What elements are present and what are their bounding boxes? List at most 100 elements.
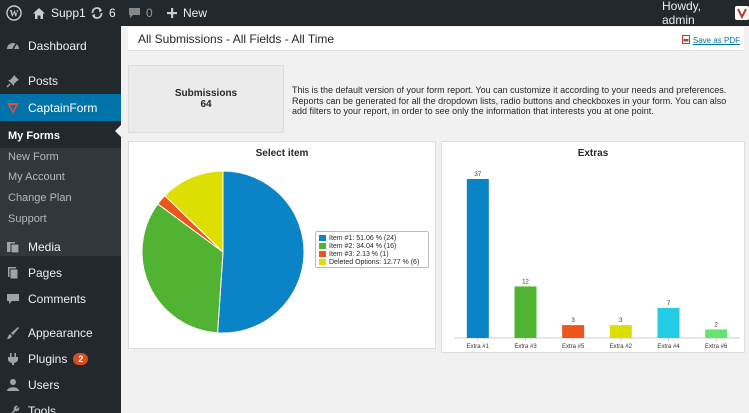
menu-label: Appearance: [28, 326, 93, 340]
submenu-my-forms[interactable]: My Forms: [0, 126, 121, 146]
new-label: New: [183, 6, 208, 20]
new-content-link[interactable]: New: [166, 0, 207, 26]
legend-item: Item #3: 2.13 % (1): [319, 250, 425, 258]
comment-bubble-icon: [128, 7, 141, 19]
plugins-update-badge: 2: [73, 353, 89, 365]
pie-chart: [141, 170, 305, 334]
updates-link[interactable]: 6: [90, 0, 116, 26]
submissions-count: 64: [200, 99, 212, 110]
admin-bar: W Supp1 6 0 New Howdy, admin: [0, 0, 749, 27]
submenu-label: Change Plan: [8, 192, 72, 204]
submenu-label: Support: [8, 213, 47, 225]
data-label: 12: [522, 279, 529, 285]
bar-chart-panel: Extras 37 Extra #1 12 Extra #3 3 Extra #5 3 Ext…: [441, 141, 745, 353]
tick-label: Extra #2: [610, 344, 633, 350]
dashboard-icon: [6, 39, 20, 53]
submenu-label: My Forms: [8, 130, 60, 142]
menu-media[interactable]: Media: [0, 234, 121, 260]
pie-chart-title: Select item: [255, 148, 309, 159]
bar-chart-title: Extras: [577, 148, 609, 159]
menu-label: Tools: [28, 404, 57, 413]
data-label: 2: [714, 322, 718, 328]
menu-pages[interactable]: Pages: [0, 260, 121, 286]
legend-swatch: [319, 243, 326, 249]
captainform-icon: [6, 101, 20, 115]
menu-label: Pages: [28, 266, 63, 280]
menu-appearance[interactable]: Appearance: [0, 320, 121, 346]
pie-slice[interactable]: [164, 170, 224, 254]
plus-icon: [166, 7, 178, 19]
site-name: Supp1: [51, 6, 86, 20]
menu-users[interactable]: Users: [0, 372, 121, 398]
wordpress-logo-icon[interactable]: W: [6, 0, 22, 26]
greeting-text: Howdy, admin: [662, 0, 702, 27]
menu-comments[interactable]: Comments: [0, 286, 121, 312]
legend-swatch: [319, 259, 326, 265]
submenu-my-account[interactable]: My Account: [0, 167, 121, 187]
tick-label: Extra #5: [562, 344, 585, 350]
pie-slice[interactable]: [141, 203, 224, 334]
bar[interactable]: [609, 325, 632, 338]
menu-captainform[interactable]: CaptainForm: [0, 94, 121, 121]
tick-label: Extra #3: [514, 344, 537, 350]
submissions-summary-box: Submissions 64: [128, 65, 284, 133]
menu-label: Plugins: [28, 352, 68, 366]
bar[interactable]: [514, 286, 537, 338]
menu-label: Media: [28, 240, 61, 254]
submenu-label: My Account: [8, 171, 65, 183]
data-label: 3: [571, 318, 575, 324]
tick-label: Extra #1: [467, 344, 490, 350]
menu-label: Users: [28, 378, 60, 392]
submenu-change-plan[interactable]: Change Plan: [0, 188, 121, 208]
bar[interactable]: [657, 307, 680, 338]
tick-label: Extra #4: [657, 344, 680, 350]
legend-label: Item #1: 51.06 % (24): [329, 234, 397, 242]
refresh-icon: [90, 6, 104, 20]
pie-slice[interactable]: [217, 170, 305, 334]
svg-text:W: W: [10, 9, 19, 19]
bar[interactable]: [562, 325, 585, 338]
page-title: All Submissions - All Fields - All Time: [138, 32, 335, 46]
account-menu[interactable]: Howdy, admin: [662, 0, 749, 27]
menu-label: CaptainForm: [28, 100, 98, 115]
tick-label: Extra #6: [705, 344, 728, 350]
legend-item: Item #1: 51.06 % (24): [319, 234, 425, 242]
save-as-pdf-link[interactable]: Save as PDF: [681, 35, 740, 46]
pdf-icon: [681, 35, 690, 46]
pie-legend: Item #1: 51.06 % (24) Item #2: 34.04 % (1…: [315, 231, 429, 268]
legend-item: Item #2: 34.04 % (16): [319, 242, 425, 250]
menu-label: Dashboard: [28, 39, 87, 53]
comment-icon: [6, 292, 20, 306]
submenu-background: [0, 148, 121, 256]
legend-swatch: [319, 251, 326, 257]
active-menu-arrow: [115, 124, 122, 138]
pages-icon: [6, 266, 20, 280]
legend-label: Item #3: 2.13 % (1): [329, 250, 389, 258]
legend-item: Deleted Options: 12.77 % (6): [319, 258, 425, 266]
menu-label: Comments: [28, 292, 87, 306]
brush-icon: [6, 326, 20, 340]
bar[interactable]: [466, 179, 489, 338]
legend-label: Deleted Options: 12.77 % (6): [329, 258, 420, 266]
comments-link[interactable]: 0: [128, 0, 153, 26]
pin-icon: [6, 74, 20, 88]
bar-chart: 37 Extra #1 12 Extra #3 3 Extra #5 3 Extra #2 7 E…: [454, 172, 740, 350]
menu-label: Posts: [28, 74, 59, 88]
legend-swatch: [319, 235, 326, 241]
menu-plugins[interactable]: Plugins 2: [0, 346, 121, 372]
submenu-label: New Form: [8, 151, 59, 163]
menu-tools[interactable]: Tools: [0, 398, 121, 413]
admin-sidebar: Dashboard Posts CaptainForm My Forms New…: [0, 26, 122, 413]
submenu-new-form[interactable]: New Form: [0, 147, 121, 167]
pdf-label: Save as PDF: [692, 36, 740, 45]
site-name-link[interactable]: Supp1: [32, 0, 86, 26]
bar[interactable]: [705, 329, 728, 338]
menu-posts[interactable]: Posts: [0, 68, 121, 94]
submenu-support[interactable]: Support: [0, 209, 121, 229]
user-icon: [6, 378, 20, 392]
report-description: This is the default version of your form…: [292, 85, 727, 116]
menu-dashboard[interactable]: Dashboard: [0, 33, 121, 59]
home-icon: [32, 7, 46, 20]
legend-label: Item #2: 34.04 % (16): [329, 242, 397, 250]
data-label: 3: [619, 318, 623, 324]
